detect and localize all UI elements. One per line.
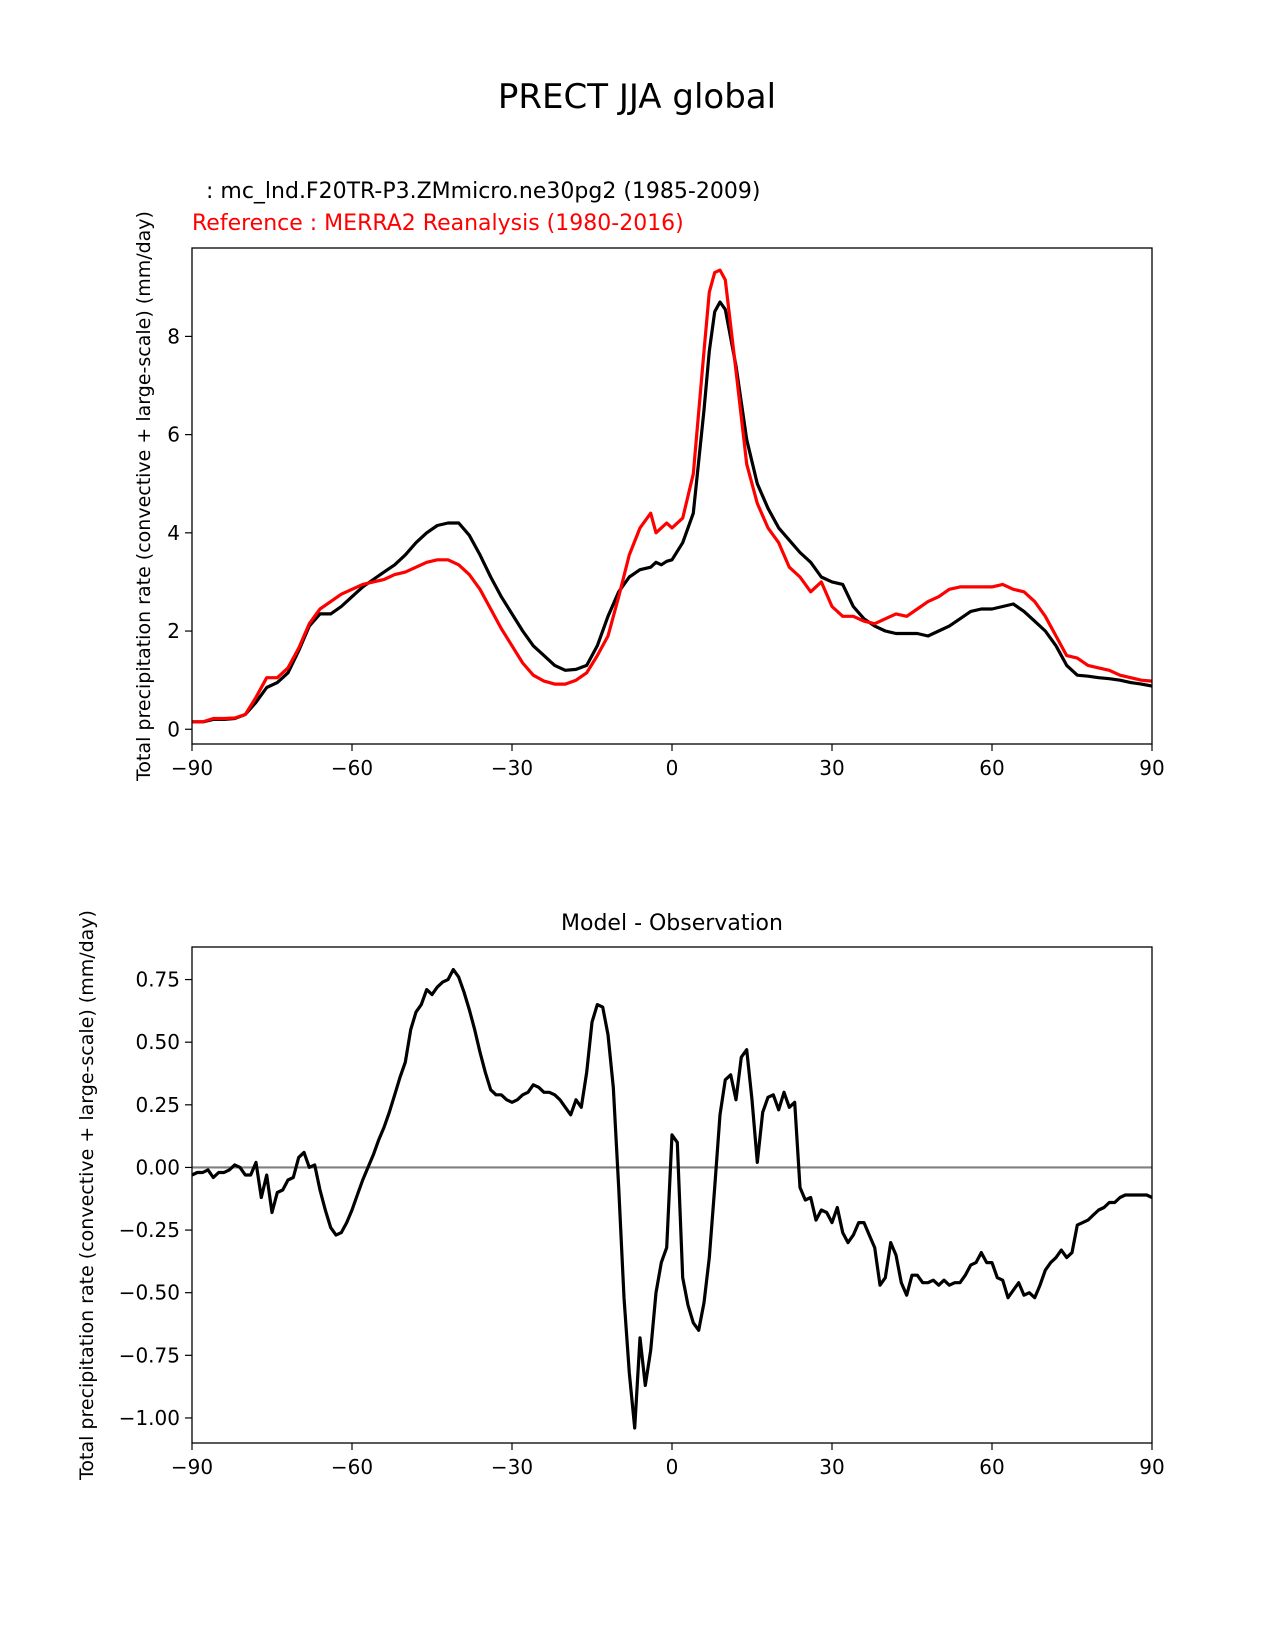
x-tick-label: −30 <box>491 756 533 780</box>
y-tick-label: 6 <box>167 423 180 447</box>
x-tick-label: 90 <box>1139 756 1164 780</box>
climatology-axes-frame <box>191 247 1153 745</box>
x-tick-label: 30 <box>819 1455 844 1479</box>
x-tick-label: −90 <box>171 756 213 780</box>
x-tick-label: 30 <box>819 756 844 780</box>
x-tick-label: 0 <box>666 756 679 780</box>
series-line-test <box>192 300 1153 724</box>
x-tick-label: 60 <box>979 1455 1004 1479</box>
difference-axes-frame <box>191 946 1153 1444</box>
y-tick-label: 0.25 <box>135 1093 180 1117</box>
series-line-difference <box>191 967 1153 1430</box>
test-case-title: : mc_lnd.F20TR-P3.ZMmicro.ne30pg2 (1985-… <box>192 179 760 204</box>
difference-ticks: −90 −60 −30 0 30 60 90 0.75 0.50 0.25 0.00 −0.25 −0.… <box>119 968 1165 1479</box>
climatology-lines <box>192 268 1153 724</box>
x-tick-label: −60 <box>331 756 373 780</box>
climatology-panel: : mc_lnd.F20TR-P3.ZMmicro.ne30pg2 (1985-… <box>133 179 1165 782</box>
x-tick-label: −30 <box>491 1455 533 1479</box>
climatology-ticks: −90 −60 −30 0 30 60 90 0 2 4 6 8 <box>167 324 1164 780</box>
x-tick-label: −90 <box>171 1455 213 1479</box>
y-tick-label: 0 <box>167 717 180 741</box>
climatology-ylabel: Total precipitation rate (convective + l… <box>133 211 155 782</box>
x-tick-label: 0 <box>666 1455 679 1479</box>
y-tick-label: −0.25 <box>119 1218 180 1242</box>
y-tick-label: 0.00 <box>135 1155 180 1179</box>
x-tick-label: 90 <box>1139 1455 1164 1479</box>
difference-panel: Model - Observation −90 −60 −30 0 30 60 90 0.75… <box>76 910 1165 1481</box>
difference-ylabel: Total precipitation rate (convective + l… <box>76 910 98 1481</box>
difference-title: Model - Observation <box>561 911 783 936</box>
y-tick-label: 4 <box>167 521 180 545</box>
y-tick-label: 0.75 <box>135 968 180 992</box>
x-tick-label: 60 <box>979 756 1004 780</box>
y-tick-label: 2 <box>167 619 180 643</box>
y-tick-label: 0.50 <box>135 1030 180 1054</box>
y-tick-label: 8 <box>167 324 180 348</box>
difference-lines <box>191 967 1153 1430</box>
y-tick-label: −0.50 <box>119 1281 180 1305</box>
figure-suptitle: PRECT JJA global <box>498 77 776 117</box>
x-tick-label: −60 <box>331 1455 373 1479</box>
reference-title: Reference : MERRA2 Reanalysis (1980-2016… <box>192 211 684 236</box>
y-tick-label: −0.75 <box>119 1343 180 1367</box>
y-tick-label: −1.00 <box>119 1406 180 1430</box>
series-line-reference <box>192 268 1153 724</box>
